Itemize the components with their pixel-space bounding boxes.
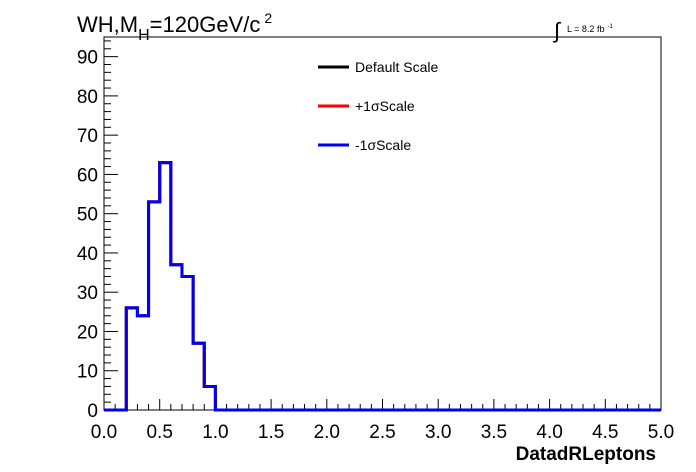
x-tick-label: 1.0 — [202, 422, 228, 443]
series-line-1 — [104, 161, 661, 412]
x-tick-label: 5.0 — [648, 422, 674, 443]
x-tick-label: 4.0 — [536, 422, 562, 443]
y-tick-label: 0 — [87, 401, 98, 422]
series-layer — [104, 161, 661, 412]
legend-label-default: Default Scale — [355, 59, 438, 75]
y-tick-label: 70 — [77, 126, 98, 147]
series-line-0 — [104, 161, 661, 412]
plot-frame — [103, 36, 662, 411]
x-tick-label: 1.5 — [258, 422, 284, 443]
lumi-label: L = 8.2 fb -1 — [567, 24, 613, 34]
x-tick-label: 4.5 — [592, 422, 618, 443]
y-tick-label: 10 — [77, 362, 98, 383]
title-sub: H — [138, 27, 150, 44]
x-tick-label: 3.0 — [425, 422, 451, 443]
chart-title: WH,MH=120GeV/c 2 — [77, 10, 272, 44]
x-axis: 0.0 0.5 1.0 1.5 2.0 2.5 3.0 3.5 4.0 4.5 5.0 — [91, 399, 674, 443]
x-tick-label: 0.5 — [146, 422, 172, 443]
legend-label-plus: +1σScale — [355, 98, 415, 114]
lumi-sup: -1 — [607, 24, 613, 30]
x-tick-label: 0.0 — [91, 422, 117, 443]
y-tick-label: 80 — [77, 87, 98, 108]
legend-label-minus: -1σScale — [355, 137, 411, 153]
y-tick-label: 40 — [77, 244, 98, 265]
x-tick-label: 2.0 — [314, 422, 340, 443]
x-tick-label: 2.5 — [369, 422, 395, 443]
x-axis-label: DatadRLeptons — [516, 444, 656, 465]
legend: Default Scale +1σScale -1σScale — [318, 59, 438, 153]
x-tick-label: 3.5 — [481, 422, 507, 443]
title-rest: =120GeV/c — [150, 12, 261, 37]
y-tick-label: 30 — [77, 283, 98, 304]
title-sup: 2 — [264, 10, 272, 26]
y-tick-label: 50 — [77, 205, 98, 226]
title-main: WH,M — [77, 12, 138, 37]
lumi-integral-icon: ∫ — [552, 18, 562, 43]
lumi-text: L = 8.2 fb — [567, 24, 604, 34]
y-tick-label: 60 — [77, 165, 98, 186]
y-tick-label: 90 — [77, 48, 98, 69]
y-axis: 0 10 20 30 40 50 60 70 80 90 — [77, 40, 118, 422]
series-line-2 — [104, 161, 661, 412]
y-tick-label: 20 — [77, 322, 98, 343]
